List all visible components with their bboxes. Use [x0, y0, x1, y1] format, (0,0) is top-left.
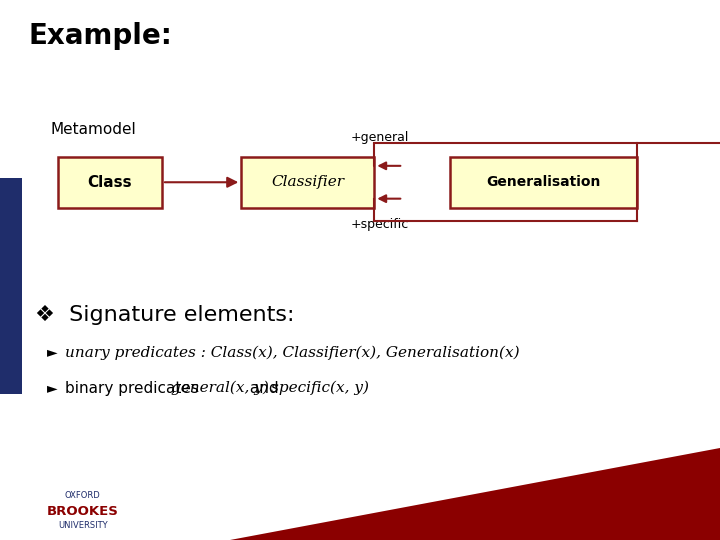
Text: +general: +general — [350, 131, 409, 144]
Text: and: and — [245, 381, 283, 396]
Text: ►: ► — [47, 346, 58, 360]
Text: binary predicates: binary predicates — [65, 381, 204, 396]
Text: ►: ► — [47, 381, 58, 395]
Text: specific(x, y): specific(x, y) — [271, 381, 369, 395]
Text: unary predicates : Class(x), Classifier(x), Generalisation(x): unary predicates : Class(x), Classifier(… — [65, 346, 519, 360]
Text: BROOKES: BROOKES — [47, 505, 119, 518]
Text: Signature elements:: Signature elements: — [62, 305, 294, 325]
Text: Classifier: Classifier — [271, 176, 344, 189]
FancyBboxPatch shape — [241, 157, 374, 208]
Text: Class: Class — [88, 175, 132, 190]
Text: Example:: Example: — [29, 22, 173, 50]
Text: general(x, y): general(x, y) — [171, 381, 269, 395]
Text: Generalisation: Generalisation — [487, 176, 600, 189]
Text: UNIVERSITY: UNIVERSITY — [58, 522, 107, 530]
FancyBboxPatch shape — [0, 178, 22, 394]
FancyBboxPatch shape — [450, 157, 637, 208]
Text: +specific: +specific — [351, 218, 408, 231]
Text: Metamodel: Metamodel — [50, 122, 136, 137]
Polygon shape — [230, 448, 720, 540]
Text: OXFORD: OXFORD — [65, 491, 101, 500]
Text: ❖: ❖ — [35, 305, 55, 325]
FancyBboxPatch shape — [58, 157, 162, 208]
